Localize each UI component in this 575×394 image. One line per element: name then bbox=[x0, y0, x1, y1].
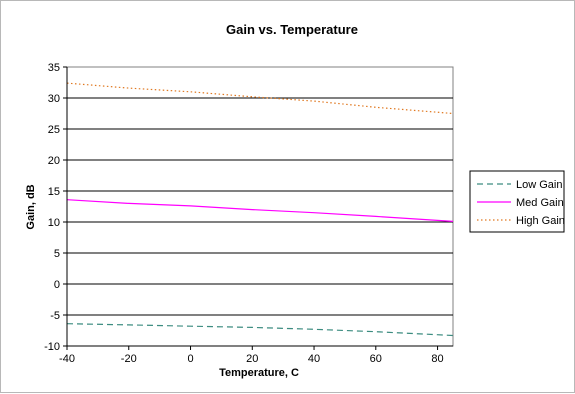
x-tick-label: 80 bbox=[431, 353, 443, 365]
y-tick-label: -10 bbox=[44, 341, 60, 353]
y-tick-label: -5 bbox=[50, 310, 60, 322]
y-axis-title: Gain, dB bbox=[25, 184, 37, 229]
legend-label: Med Gain bbox=[516, 197, 564, 209]
y-tick-label: 10 bbox=[48, 217, 60, 229]
x-tick-label: 0 bbox=[187, 353, 193, 365]
x-tick-label: 40 bbox=[308, 353, 320, 365]
x-axis-ticks: -40 -20 0 20 40 60 80 bbox=[59, 346, 444, 365]
legend-label: High Gain bbox=[516, 215, 565, 227]
y-tick-label: 25 bbox=[48, 124, 60, 136]
chart-title: Gain vs. Temperature bbox=[226, 22, 358, 37]
legend: Low Gain Med Gain High Gain bbox=[470, 171, 565, 232]
y-tick-label: 15 bbox=[48, 186, 60, 198]
legend-label: Low Gain bbox=[516, 179, 562, 191]
plot-area bbox=[67, 67, 453, 346]
x-tick-label: 60 bbox=[370, 353, 382, 365]
x-tick-label: -20 bbox=[121, 353, 137, 365]
x-tick-label: -40 bbox=[59, 353, 75, 365]
y-tick-label: 0 bbox=[54, 279, 60, 291]
y-tick-label: 20 bbox=[48, 155, 60, 167]
y-tick-label: 35 bbox=[48, 62, 60, 74]
y-tick-label: 30 bbox=[48, 93, 60, 105]
x-axis-title: Temperature, C bbox=[219, 367, 299, 379]
y-tick-label: 5 bbox=[54, 248, 60, 260]
x-tick-label: 20 bbox=[246, 353, 258, 365]
